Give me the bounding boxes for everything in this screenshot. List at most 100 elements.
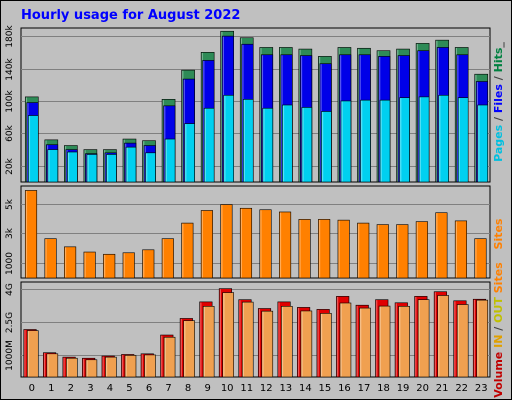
bar-sites-highlight	[436, 213, 438, 278]
bar-pages-highlight	[282, 105, 285, 182]
y-tick-label: 1000	[5, 252, 15, 275]
panel-requests-bars	[24, 30, 489, 183]
bar-sites	[200, 210, 213, 279]
x-tick-label: 21	[436, 383, 449, 394]
bar-sites	[103, 253, 116, 279]
bar-pages	[457, 97, 469, 183]
bar-sites	[357, 222, 370, 279]
bar-volume-highlight	[141, 354, 143, 377]
x-tick-label: 5	[126, 383, 132, 394]
panel-requests-frame	[20, 27, 491, 183]
bar-sites-highlight	[299, 219, 301, 278]
bar-sites-highlight	[84, 252, 86, 278]
bar-hits-highlight	[260, 48, 262, 182]
legend-entry: /	[492, 113, 505, 125]
bar-out-highlight	[125, 355, 127, 377]
bar-out-highlight	[27, 331, 30, 377]
bar-files-highlight	[203, 61, 205, 182]
bar-volume-highlight	[82, 358, 85, 377]
y-tick-label: 5k	[5, 198, 15, 210]
bar-pages	[262, 107, 274, 183]
bar-volume-highlight	[356, 305, 358, 377]
x-tick-label: 3	[87, 383, 93, 394]
x-axis: 0 1 2 3 4 5 6 7 8 9 10 11 12 13 14 15 16 17 18 19 20 21 22 23	[29, 383, 488, 394]
panel-sites-bars	[24, 190, 487, 279]
bar-sites-highlight	[279, 212, 282, 278]
bar-out	[202, 306, 215, 378]
legend-entry: OUT	[492, 297, 505, 323]
x-tick-label: 1	[48, 383, 54, 394]
bar-volume-highlight	[239, 300, 241, 377]
bar-sites	[122, 252, 135, 279]
bar-pages	[223, 94, 234, 183]
x-tick-label: 4	[107, 383, 113, 394]
bar-out	[339, 302, 352, 378]
bar-volume-highlight	[180, 319, 182, 377]
bar-sites-highlight	[377, 225, 379, 278]
bar-pages-highlight	[419, 97, 421, 182]
bar-pages	[379, 99, 391, 183]
bar-sites	[83, 251, 96, 279]
legend-entry: Sites	[492, 218, 505, 249]
bar-pages	[203, 107, 215, 183]
bar-sites-highlight	[221, 205, 223, 278]
bar-pages-highlight	[146, 153, 148, 182]
x-tick-label: 18	[377, 383, 390, 394]
panel-volume: 1000M 2.5G 4G Volume IN / OUT Sites	[5, 262, 505, 398]
bar-sites-highlight	[45, 239, 47, 278]
panel-requests: 20k 60k 100k 140k 180k Pages / Files / Hits_	[5, 25, 505, 183]
bar-pages	[340, 100, 352, 183]
bar-volume-highlight	[434, 292, 436, 377]
panel-sites: 1000 3k 5k Sites	[5, 185, 505, 279]
bar-hits-highlight	[45, 140, 47, 182]
bar-volume-highlight	[278, 302, 280, 377]
bar-out	[183, 320, 195, 378]
bar-out-highlight	[360, 308, 362, 377]
bar-pages-highlight	[321, 112, 324, 182]
x-tick-label: 7	[165, 383, 171, 394]
bar-pages-highlight	[107, 155, 109, 182]
bar-files-highlight	[144, 146, 146, 182]
bar-out-highlight	[438, 296, 440, 377]
bar-out	[46, 353, 59, 378]
bar-sites	[44, 238, 57, 279]
bar-sites-highlight	[25, 191, 28, 278]
bar-volume-highlight	[337, 296, 339, 377]
bar-files-highlight	[27, 103, 29, 182]
bar-hits-highlight	[104, 150, 106, 182]
bar-sites-highlight	[358, 223, 360, 278]
bar-out-highlight	[418, 300, 420, 377]
bar-out-highlight	[399, 306, 401, 377]
legend-entry: Files	[492, 84, 505, 114]
bar-volume-highlight	[376, 300, 378, 377]
x-tick-label: 20	[416, 383, 429, 394]
bar-out-highlight	[164, 337, 166, 377]
bar-volume-highlight	[473, 299, 476, 377]
bar-pages-highlight	[478, 105, 480, 182]
bar-pages-highlight	[48, 150, 50, 182]
bar-out-highlight	[477, 300, 479, 377]
bar-pages	[242, 99, 254, 183]
bar-pages-highlight	[439, 95, 441, 182]
bar-pages	[321, 111, 332, 183]
bar-sites	[220, 204, 233, 279]
bar-pages	[438, 94, 449, 183]
bar-out	[222, 292, 234, 378]
legend-entry: Sites	[492, 262, 505, 293]
chart-title: Hourly usage for August 2022	[21, 8, 240, 23]
bar-volume-highlight	[415, 296, 417, 377]
bar-files-highlight	[379, 56, 381, 182]
bar-hits-highlight	[182, 70, 184, 182]
bar-pages-highlight	[263, 108, 265, 182]
y-tick-label: 3k	[5, 227, 15, 239]
legend-entry: IN	[492, 335, 505, 348]
bar-out-highlight	[320, 313, 323, 377]
bar-pages	[47, 149, 59, 183]
bar-pages	[164, 138, 176, 183]
bar-sites	[64, 246, 77, 279]
bar-hits-highlight	[377, 51, 379, 182]
panel-requests-legend: Pages / Files / Hits_	[492, 42, 505, 162]
bar-out	[281, 306, 293, 378]
bar-out-highlight	[340, 303, 342, 377]
bar-hits-highlight	[240, 38, 243, 182]
